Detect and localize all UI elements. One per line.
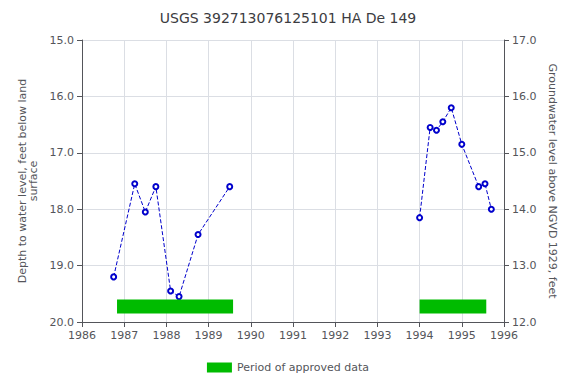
- svg-text:1991: 1991: [279, 329, 307, 342]
- svg-text:Groundwater level above NGVD 1: Groundwater level above NGVD 1929, feet: [546, 63, 559, 299]
- svg-text:1996: 1996: [490, 329, 518, 342]
- svg-text:17.0: 17.0: [50, 146, 75, 159]
- svg-text:18.0: 18.0: [50, 203, 75, 216]
- svg-text:15.0: 15.0: [50, 34, 75, 47]
- svg-text:1987: 1987: [110, 329, 138, 342]
- svg-text:1994: 1994: [406, 329, 434, 342]
- svg-text:1990: 1990: [237, 329, 265, 342]
- svg-text:1988: 1988: [152, 329, 180, 342]
- svg-text:19.0: 19.0: [50, 259, 75, 272]
- svg-text:13.0: 13.0: [512, 259, 537, 272]
- svg-text:1992: 1992: [321, 329, 349, 342]
- svg-text:1989: 1989: [195, 329, 223, 342]
- svg-text:surface: surface: [27, 160, 40, 201]
- svg-text:17.0: 17.0: [512, 34, 537, 47]
- svg-text:16.0: 16.0: [50, 90, 75, 103]
- svg-text:USGS 392713076125101 HA De 149: USGS 392713076125101 HA De 149: [160, 10, 417, 26]
- svg-text:16.0: 16.0: [512, 90, 537, 103]
- svg-text:1993: 1993: [363, 329, 391, 342]
- svg-text:12.0: 12.0: [512, 316, 537, 329]
- svg-text:1995: 1995: [448, 329, 476, 342]
- svg-text:15.0: 15.0: [512, 146, 537, 159]
- svg-text:Period of approved data: Period of approved data: [237, 361, 369, 374]
- svg-text:1986: 1986: [68, 329, 96, 342]
- svg-text:14.0: 14.0: [512, 203, 537, 216]
- svg-text:20.0: 20.0: [50, 316, 75, 329]
- svg-text:Depth to water level, feet bel: Depth to water level, feet below land: [15, 78, 29, 284]
